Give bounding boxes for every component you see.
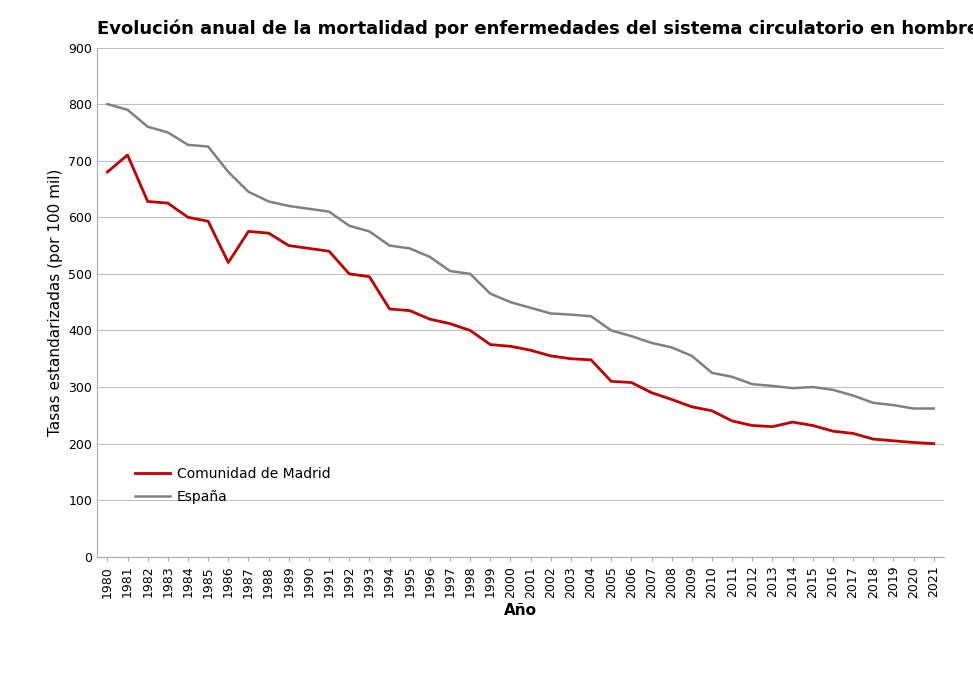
Y-axis label: Tasas estandarizadas (por 100 mil): Tasas estandarizadas (por 100 mil) xyxy=(48,168,63,436)
Legend: Comunidad de Madrid, España: Comunidad de Madrid, España xyxy=(129,462,336,509)
X-axis label: Año: Año xyxy=(504,603,537,619)
Text: Evolución anual de la mortalidad por enfermedades del sistema circulatorio en ho: Evolución anual de la mortalidad por enf… xyxy=(97,19,973,37)
